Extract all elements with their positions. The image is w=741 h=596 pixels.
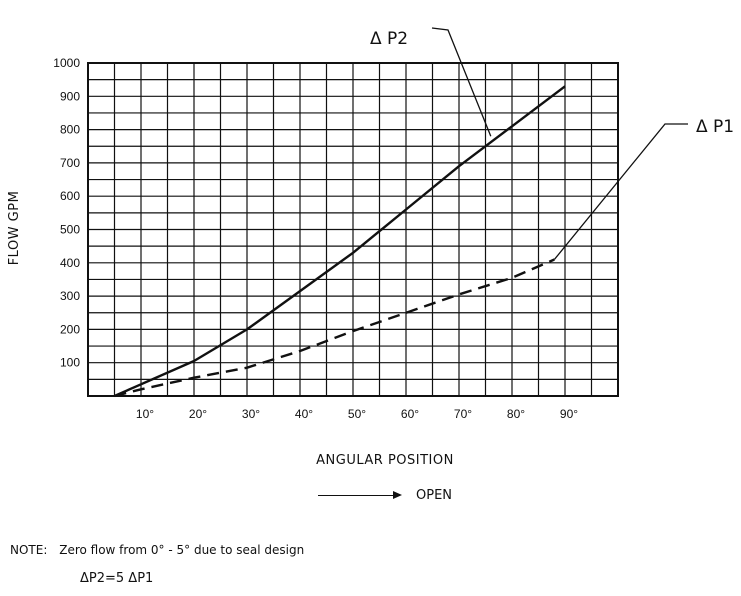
open-arrow-icon	[318, 491, 402, 499]
leader-line-dp1	[553, 123, 688, 260]
x-tick-label: 50°	[348, 407, 366, 421]
note-prefix: NOTE:	[10, 543, 48, 557]
y-axis-ticks: 100 200 300 400 500 600 700 800 900 1000	[53, 56, 80, 370]
open-direction: OPEN	[318, 488, 452, 503]
chart-series	[114, 85, 566, 398]
y-tick-label: 700	[60, 156, 80, 170]
y-tick-label: 500	[60, 223, 80, 237]
y-tick-label: 300	[60, 289, 80, 303]
note-text: Zero flow from 0° - 5° due to seal desig…	[59, 543, 305, 557]
x-tick-label: 10°	[136, 407, 154, 421]
leader-line-dp2	[431, 27, 492, 137]
x-tick-label: 90°	[560, 407, 578, 421]
series-label-dp2: Δ P2	[370, 29, 408, 49]
x-axis-label: ANGULAR POSITION	[316, 453, 454, 468]
y-tick-label: 400	[60, 256, 80, 270]
note-line: NOTE: Zero flow from 0° - 5° due to seal…	[10, 543, 304, 557]
y-tick-label: 100	[60, 356, 80, 370]
x-tick-label: 30°	[242, 407, 260, 421]
x-axis-ticks: 10° 20° 30° 40° 50° 60° 70° 80° 90°	[136, 407, 578, 421]
x-tick-label: 70°	[454, 407, 472, 421]
series-line-dp2	[114, 85, 566, 398]
x-tick-label: 80°	[507, 407, 525, 421]
series-label-dp1: Δ P1	[696, 117, 734, 137]
series-line-dp1	[114, 258, 555, 398]
y-tick-label: 800	[60, 123, 80, 137]
y-axis-label: FLOW GPM	[7, 191, 22, 266]
x-tick-label: 60°	[401, 407, 419, 421]
chart-grid	[87, 62, 619, 397]
y-tick-label: 1000	[53, 56, 80, 70]
series-labels: Δ P2 Δ P1	[370, 27, 734, 260]
note-formula: ΔP2=5 ΔP1	[80, 571, 154, 586]
y-tick-label: 600	[60, 189, 80, 203]
y-tick-label: 900	[60, 89, 80, 103]
open-label: OPEN	[416, 488, 453, 503]
y-tick-label: 200	[60, 322, 80, 336]
x-tick-label: 20°	[189, 407, 207, 421]
x-tick-label: 40°	[295, 407, 313, 421]
